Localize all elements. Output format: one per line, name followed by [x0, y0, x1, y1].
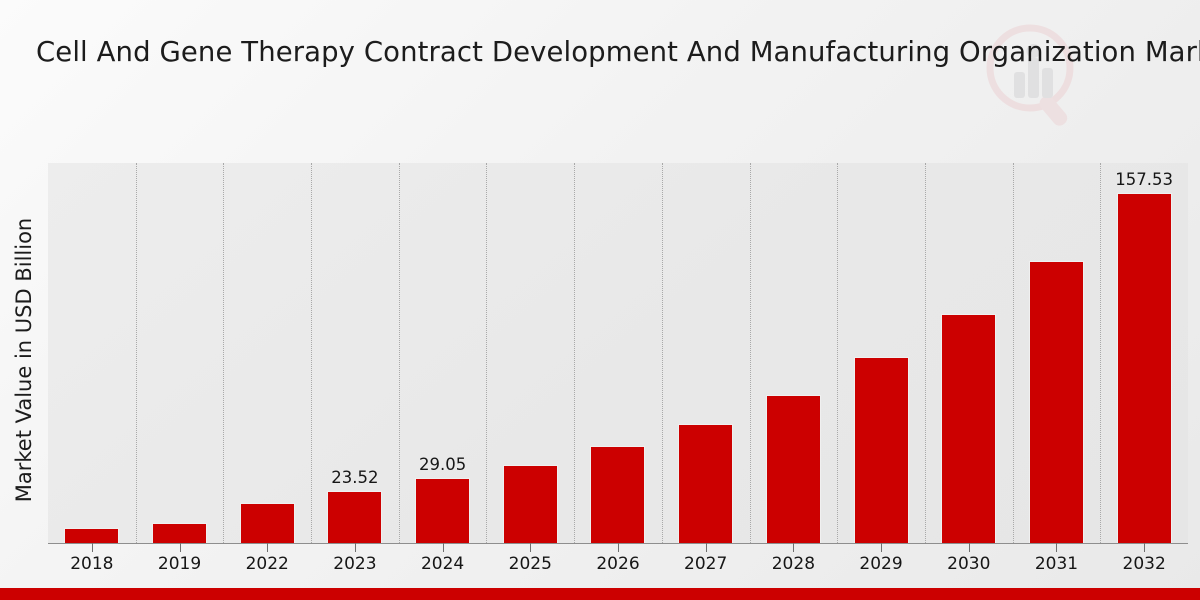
bar[interactable] — [853, 357, 909, 543]
bars-layer: 23.52 29.05 157.53 — [48, 163, 1188, 543]
bar[interactable] — [941, 314, 997, 543]
bar[interactable] — [415, 478, 471, 543]
bar-group — [750, 163, 838, 543]
gridline — [135, 163, 137, 543]
gridline — [311, 163, 313, 543]
bar[interactable] — [239, 503, 295, 543]
bar-group — [136, 163, 224, 543]
gridline — [1100, 163, 1102, 543]
x-axis-tick — [793, 543, 795, 552]
bar[interactable] — [678, 424, 734, 543]
bar-value-label: 157.53 — [1115, 170, 1173, 189]
bar[interactable] — [152, 523, 208, 543]
x-axis-tick-label: 2026 — [596, 554, 640, 574]
gridline — [837, 163, 839, 543]
gridline — [574, 163, 576, 543]
gridline — [486, 163, 488, 543]
bar[interactable] — [64, 528, 120, 543]
bar-value-label: 29.05 — [418, 455, 467, 474]
x-axis-tick — [91, 543, 93, 552]
bar[interactable] — [1028, 261, 1084, 543]
x-axis-tick — [442, 543, 444, 552]
x-axis-tick — [354, 543, 356, 552]
bar[interactable] — [1116, 193, 1172, 543]
bar[interactable] — [765, 395, 821, 543]
x-axis-tick — [968, 543, 970, 552]
x-axis-tick-label: 2028 — [771, 554, 816, 574]
x-axis-tick — [267, 543, 269, 552]
x-axis-tick-label: 2019 — [157, 554, 202, 574]
x-axis-tick — [530, 543, 532, 552]
x-axis-tick — [881, 543, 883, 552]
x-axis-tick-label: 2031 — [1034, 554, 1079, 574]
x-axis-tick-label: 2018 — [70, 554, 114, 574]
x-axis-tick — [618, 543, 619, 552]
bar-group: 157.53 — [1100, 163, 1188, 543]
bar-group — [662, 163, 750, 543]
x-axis-tick-label: 2030 — [947, 554, 991, 574]
bar-group — [486, 163, 574, 543]
x-axis-tick — [179, 543, 181, 552]
bar-group: 23.52 — [311, 163, 399, 543]
bar-group — [223, 163, 311, 543]
bar-group — [48, 163, 136, 543]
gridline — [223, 163, 225, 543]
bar-group: 29.05 — [399, 163, 487, 543]
gridlines — [48, 163, 1188, 543]
x-axis-tick-label: 2032 — [1122, 554, 1166, 574]
gridline — [749, 163, 751, 543]
bar-group — [837, 163, 925, 543]
bottom-accent-band — [0, 588, 1200, 600]
x-axis-tick — [1056, 543, 1058, 552]
gridline — [661, 163, 663, 543]
page-title: Cell And Gene Therapy Contract Developme… — [36, 36, 1200, 68]
bar-group — [574, 163, 662, 543]
x-axis-tick-label: 2027 — [684, 554, 728, 574]
x-axis-tick — [705, 543, 707, 552]
gridline — [398, 163, 400, 543]
x-axis-tick — [1144, 543, 1146, 552]
bar[interactable] — [502, 465, 558, 543]
bar-group — [1013, 163, 1101, 543]
bar[interactable] — [590, 446, 646, 543]
x-axis-tick-label: 2022 — [245, 554, 289, 574]
x-axis-tick-label: 2023 — [333, 554, 377, 574]
x-axis-tick-label: 2025 — [508, 554, 552, 574]
gridline — [924, 163, 926, 543]
x-axis-tick-label: 2029 — [859, 554, 903, 574]
bar[interactable] — [327, 491, 383, 543]
x-axis-tick-label: 2024 — [420, 554, 465, 574]
bar-value-label: 23.52 — [331, 468, 379, 487]
gridline — [1012, 163, 1014, 543]
y-axis-title: Market Value in USD Billion — [12, 217, 36, 503]
bar-group — [925, 163, 1013, 543]
